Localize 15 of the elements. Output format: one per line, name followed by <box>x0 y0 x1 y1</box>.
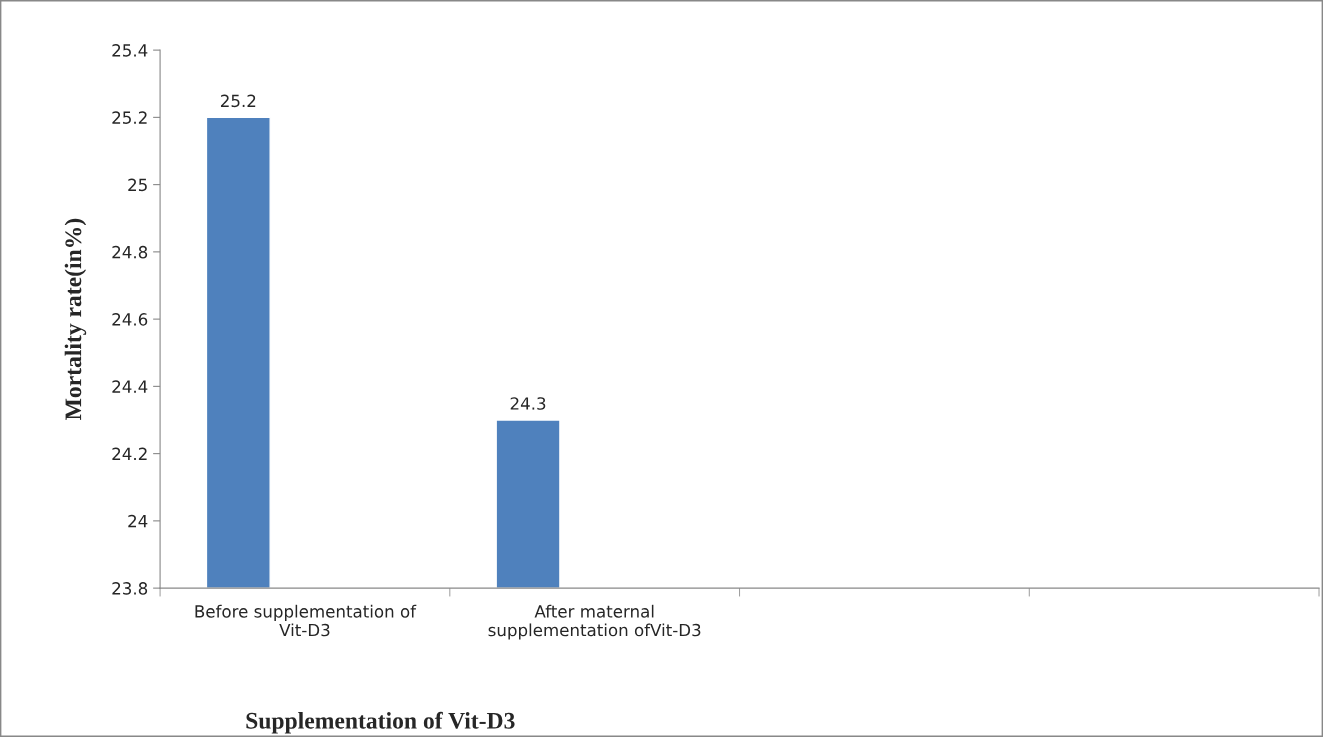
y-tick-label: 24 <box>128 514 148 528</box>
data-label: 24.3 <box>510 397 546 410</box>
y-tick-label: 25.2 <box>112 111 147 124</box>
y-tick-label: 24.2 <box>112 447 147 460</box>
data-label: 25.2 <box>220 94 256 108</box>
x-tick-label: Before supplementation of Vit-D3 <box>195 604 417 637</box>
y-tick-label: 25 <box>128 178 147 192</box>
y-axis-title: Mortality rate(in%) <box>64 218 87 421</box>
y-tick-label: 24.6 <box>112 313 148 326</box>
y-tick-label: 25.4 <box>112 44 148 57</box>
x-tick-label: After maternal supplementation ofVit-D3 <box>488 604 701 640</box>
y-tick-label: 24.4 <box>112 380 148 393</box>
y-tick-label: 23.8 <box>112 582 148 595</box>
y-tick-label: 24.8 <box>112 245 148 259</box>
x-axis-title: Supplementation of Vit-D3 <box>246 711 515 734</box>
